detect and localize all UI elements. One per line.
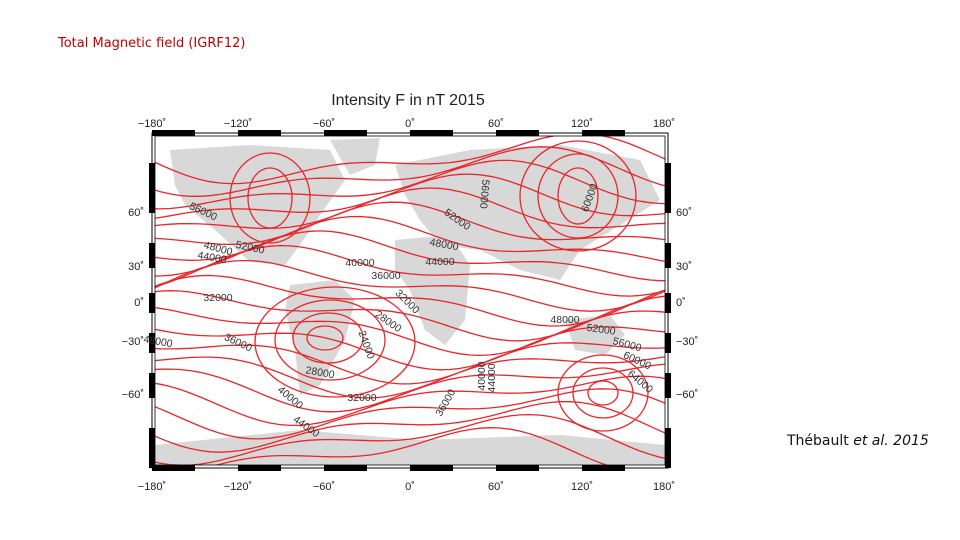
y-tick-label: −30˚ bbox=[122, 336, 144, 348]
contour-label: 36000 bbox=[371, 270, 400, 282]
x-tick-label: −120˚ bbox=[224, 481, 252, 493]
x-tick-label: 120˚ bbox=[571, 481, 593, 493]
contour-label: 44000 bbox=[425, 256, 454, 268]
contour-line bbox=[155, 201, 665, 246]
x-tick-label: −180˚ bbox=[138, 481, 166, 493]
y-tick-label: −60˚ bbox=[122, 389, 144, 401]
y-tick-label: 30˚ bbox=[128, 261, 144, 273]
contour-line bbox=[155, 259, 665, 312]
x-tick-label: 60˚ bbox=[488, 481, 504, 493]
contour-label: 48000 bbox=[429, 236, 460, 253]
x-tick-label: 0˚ bbox=[405, 118, 415, 130]
figure-title: Intensity F in nT 2015 bbox=[331, 92, 485, 109]
y-tick-label: 0˚ bbox=[134, 297, 144, 309]
contour-line bbox=[155, 136, 665, 185]
x-tick-label: −180˚ bbox=[138, 118, 166, 130]
contour-line bbox=[155, 159, 665, 210]
contour-label: 44000 bbox=[197, 249, 228, 266]
contour-line bbox=[214, 427, 609, 465]
contour-label: 48000 bbox=[143, 333, 174, 350]
x-tick-label: 0˚ bbox=[405, 481, 415, 493]
x-tick-label: −60˚ bbox=[313, 118, 335, 130]
contour-label: 56000 bbox=[477, 179, 492, 209]
contour-label: 28000 bbox=[305, 364, 336, 381]
contour-line bbox=[155, 356, 665, 399]
contour-label: 32000 bbox=[203, 292, 232, 304]
contour-line bbox=[155, 342, 665, 385]
y-tick-label: 60˚ bbox=[676, 207, 692, 219]
x-tick-label: 60˚ bbox=[488, 118, 504, 130]
contour-line bbox=[155, 401, 665, 453]
x-tick-label: 180˚ bbox=[653, 481, 675, 493]
contour-label: 40000 bbox=[345, 257, 374, 269]
contour-line bbox=[155, 244, 665, 297]
contour-lines bbox=[155, 136, 665, 465]
map-frame bbox=[149, 130, 671, 471]
caption: Thébault et al. 2015 bbox=[787, 433, 929, 449]
contour-label: 44000 bbox=[486, 363, 498, 392]
x-tick-label: 180˚ bbox=[653, 118, 675, 130]
contour-line bbox=[155, 230, 665, 282]
contour-line bbox=[155, 326, 665, 371]
contour-line bbox=[155, 363, 665, 413]
contour-label: 32000 bbox=[347, 392, 376, 404]
contour-line bbox=[155, 290, 665, 342]
contour-label: 48000 bbox=[550, 314, 579, 326]
contour-line bbox=[155, 388, 665, 440]
x-tick-labels: −180˚ −120˚ −60˚ 0˚ 60˚ 120˚ 180˚ −180˚ … bbox=[138, 118, 675, 493]
y-tick-labels: 60˚ 30˚ 0˚ −30˚ −60˚ 60˚ 30˚ 0˚ −30˚ −60… bbox=[122, 207, 699, 401]
contour-line bbox=[155, 187, 665, 230]
caption-author: Thébault bbox=[787, 433, 849, 449]
y-tick-label: −60˚ bbox=[676, 389, 698, 401]
caption-year: 2015 bbox=[893, 433, 929, 449]
contour-line bbox=[155, 375, 665, 427]
contour-line bbox=[155, 146, 665, 197]
x-tick-label: 120˚ bbox=[571, 118, 593, 130]
contour-line bbox=[155, 413, 665, 465]
caption-etal: et al. bbox=[853, 433, 889, 449]
contour-label: 52000 bbox=[235, 239, 266, 257]
contour-line bbox=[155, 173, 665, 219]
map bbox=[155, 136, 665, 465]
contour-line bbox=[155, 306, 665, 357]
x-tick-label: −60˚ bbox=[313, 481, 335, 493]
slide-title: Total Magnetic field (IGRF12) bbox=[58, 36, 246, 51]
contour-label: 40000 bbox=[476, 361, 488, 390]
y-tick-label: 30˚ bbox=[676, 261, 692, 273]
x-tick-label: −120˚ bbox=[224, 118, 252, 130]
y-tick-label: −30˚ bbox=[676, 336, 698, 348]
y-tick-label: 0˚ bbox=[676, 297, 686, 309]
contour-label: 52000 bbox=[586, 322, 617, 338]
y-tick-label: 60˚ bbox=[128, 207, 144, 219]
